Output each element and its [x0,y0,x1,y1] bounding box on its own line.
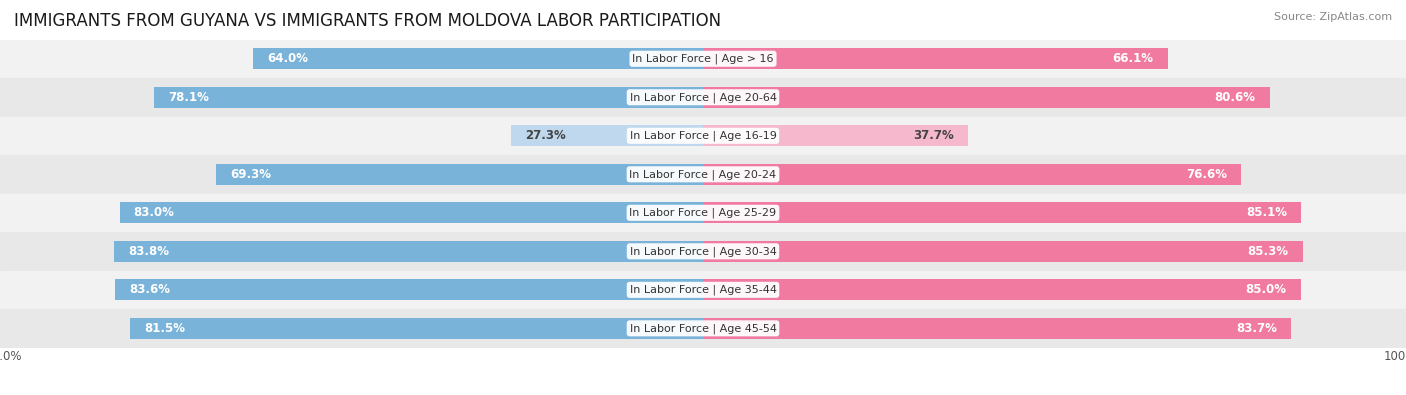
Bar [0,271,1406,309]
Text: Source: ZipAtlas.com: Source: ZipAtlas.com [1274,12,1392,22]
Text: 78.1%: 78.1% [169,91,209,104]
Text: In Labor Force | Age 35-44: In Labor Force | Age 35-44 [630,284,776,295]
Text: In Labor Force | Age 45-54: In Labor Force | Age 45-54 [630,323,776,334]
Bar [703,87,1270,108]
Text: In Labor Force | Age 16-19: In Labor Force | Age 16-19 [630,130,776,141]
Bar [0,155,1406,194]
Text: 80.6%: 80.6% [1215,91,1256,104]
Text: 83.8%: 83.8% [128,245,169,258]
Text: 81.5%: 81.5% [145,322,186,335]
Text: IMMIGRANTS FROM GUYANA VS IMMIGRANTS FROM MOLDOVA LABOR PARTICIPATION: IMMIGRANTS FROM GUYANA VS IMMIGRANTS FRO… [14,12,721,30]
Text: 85.3%: 85.3% [1247,245,1289,258]
Bar [703,164,1241,185]
Bar [114,241,703,262]
Text: 83.6%: 83.6% [129,283,170,296]
Bar [703,48,1167,70]
Text: 27.3%: 27.3% [526,129,565,142]
Bar [0,78,1406,117]
Bar [120,202,703,224]
Text: 69.3%: 69.3% [231,168,271,181]
Bar [703,125,967,147]
Text: 85.1%: 85.1% [1246,206,1288,219]
Bar [115,279,703,301]
Text: In Labor Force | Age 30-34: In Labor Force | Age 30-34 [630,246,776,257]
Bar [253,48,703,70]
Text: In Labor Force | Age 20-24: In Labor Force | Age 20-24 [630,169,776,180]
Text: In Labor Force | Age > 16: In Labor Force | Age > 16 [633,53,773,64]
Bar [155,87,703,108]
Bar [0,117,1406,155]
Bar [703,279,1301,301]
Text: 76.6%: 76.6% [1187,168,1227,181]
Bar [703,241,1303,262]
Bar [703,318,1292,339]
Text: 66.1%: 66.1% [1112,52,1154,65]
Bar [512,125,703,147]
Text: In Labor Force | Age 25-29: In Labor Force | Age 25-29 [630,207,776,218]
Text: 85.0%: 85.0% [1246,283,1286,296]
Bar [0,194,1406,232]
Bar [0,309,1406,348]
Text: 83.7%: 83.7% [1236,322,1278,335]
Bar [0,232,1406,271]
Text: In Labor Force | Age 20-64: In Labor Force | Age 20-64 [630,92,776,103]
Text: 37.7%: 37.7% [914,129,953,142]
Bar [703,202,1302,224]
Bar [0,40,1406,78]
Bar [217,164,703,185]
Text: 64.0%: 64.0% [267,52,308,65]
Text: 83.0%: 83.0% [134,206,174,219]
Bar [129,318,703,339]
